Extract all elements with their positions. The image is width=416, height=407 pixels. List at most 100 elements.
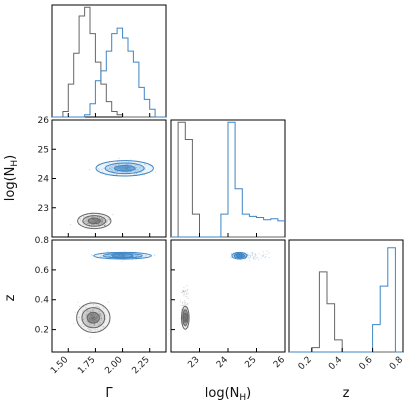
scatter-point bbox=[184, 300, 185, 301]
scatter-point bbox=[112, 214, 113, 215]
ylabel-lognh-close: ) bbox=[3, 155, 18, 160]
ylabel-z: z bbox=[3, 294, 18, 301]
ylabel-lognh-main: log(N bbox=[3, 167, 18, 202]
contour-level-3 bbox=[87, 312, 99, 323]
scatter-point bbox=[186, 285, 187, 286]
scatter-point bbox=[253, 256, 254, 257]
scatter-point bbox=[154, 254, 155, 255]
scatter-point bbox=[262, 256, 263, 257]
x-tick-label-z: 0.6 bbox=[358, 355, 375, 372]
scatter-point bbox=[240, 259, 241, 260]
scatter-point bbox=[155, 172, 156, 173]
scatter-point bbox=[183, 295, 184, 296]
x-tick-label-gamma: 2.00 bbox=[103, 355, 124, 376]
contour-level-3 bbox=[183, 314, 187, 322]
scatter-point bbox=[184, 302, 185, 303]
scatter-point bbox=[187, 303, 188, 304]
scatter-point bbox=[70, 224, 71, 225]
scatter-point bbox=[181, 305, 182, 306]
x-tick-label-z: 0.2 bbox=[297, 355, 314, 372]
contour-lines bbox=[77, 161, 247, 333]
scatter-point bbox=[269, 252, 270, 253]
scatter-point bbox=[119, 158, 120, 159]
y-tick-label-z: 0.2 bbox=[35, 326, 49, 336]
scatter-point bbox=[254, 257, 255, 258]
scatter-point bbox=[187, 289, 188, 290]
x-tick-label-gamma: 2.25 bbox=[131, 355, 152, 376]
scatter-point bbox=[182, 290, 183, 291]
scatter-point bbox=[259, 253, 260, 254]
scatter-point bbox=[231, 257, 232, 258]
scatter-point bbox=[121, 261, 122, 262]
histogram-gamma bbox=[52, 7, 166, 117]
histogram-z bbox=[289, 272, 403, 352]
scatter-point bbox=[246, 252, 247, 253]
scatter-point bbox=[124, 250, 125, 251]
x-tick-label-z: 0.8 bbox=[388, 355, 405, 372]
marginal-histograms bbox=[52, 7, 403, 352]
scatter-point bbox=[187, 290, 188, 291]
scatter-point bbox=[255, 259, 256, 260]
scatter-point bbox=[185, 291, 186, 292]
scatter-point bbox=[79, 306, 80, 307]
contour-level-3 bbox=[112, 254, 133, 258]
x-tick-label-lognh: 24 bbox=[215, 355, 230, 370]
scatter-point bbox=[92, 255, 93, 256]
xlabel-lognh-main: log(N bbox=[205, 386, 240, 401]
xlabel-gamma: Γ bbox=[105, 386, 113, 401]
y-tick-label-z: 0.8 bbox=[35, 236, 50, 246]
scatter-point bbox=[253, 258, 254, 259]
histogram-z bbox=[289, 248, 403, 352]
scatter-point bbox=[75, 312, 76, 313]
y-tick-label-z: 0.6 bbox=[35, 266, 50, 276]
scatter-point bbox=[182, 302, 183, 303]
axis-ticks: 1.50 1.75 2.00 2.25 23 24 25 26 0.2 0.4 0.6 0.82324… bbox=[35, 113, 406, 376]
y-tick-label-lognh: 24 bbox=[38, 175, 50, 185]
scatter-point bbox=[265, 256, 266, 257]
scatter-point bbox=[183, 287, 184, 288]
contour-level-3 bbox=[237, 254, 242, 258]
scatter-point bbox=[251, 252, 252, 253]
x-tick-label-lognh: 23 bbox=[186, 355, 201, 370]
scatter-point bbox=[186, 304, 187, 305]
contour-level-3 bbox=[114, 166, 135, 172]
ylabel-lognh-sub: H bbox=[10, 160, 20, 167]
x-tick-label-gamma: 1.75 bbox=[76, 355, 97, 376]
scatter-point bbox=[263, 254, 264, 255]
scatter-point bbox=[249, 255, 250, 256]
scatter-point bbox=[252, 254, 253, 255]
scatter-point bbox=[73, 323, 74, 324]
scatter-point bbox=[107, 251, 108, 252]
scatter-point bbox=[244, 259, 245, 260]
scatter-point bbox=[180, 301, 181, 302]
xlabel-lognh-sub: H bbox=[239, 393, 246, 403]
scatter-point bbox=[252, 255, 253, 256]
scatter-point bbox=[77, 302, 78, 303]
panel-lognh-z bbox=[171, 240, 285, 352]
x-tick-label-lognh: 25 bbox=[243, 355, 258, 370]
scatter-point bbox=[90, 301, 91, 302]
scatter-point bbox=[230, 257, 231, 258]
scatter-point bbox=[187, 293, 188, 294]
panel-z-hist bbox=[289, 240, 403, 352]
xlabel-lognh-close: ) bbox=[246, 386, 251, 401]
scatter-point bbox=[266, 254, 267, 255]
scatter-point bbox=[105, 175, 106, 176]
scatter-point bbox=[108, 302, 109, 303]
xlabel-z: z bbox=[343, 386, 350, 401]
y-tick-label-lognh: 23 bbox=[38, 204, 49, 214]
scatter-point bbox=[263, 251, 264, 252]
scatter-point bbox=[249, 260, 250, 261]
xlabel-lognh: log(NH) bbox=[205, 386, 251, 403]
scatter-point bbox=[258, 259, 259, 260]
scatter-point bbox=[260, 258, 261, 259]
x-tick-label-gamma: 1.50 bbox=[49, 355, 70, 376]
scatter-point bbox=[184, 304, 185, 305]
scatter-point bbox=[186, 293, 187, 294]
scatter-point bbox=[249, 258, 250, 259]
scatter-point bbox=[252, 253, 253, 254]
scatter-point bbox=[183, 293, 184, 294]
scatter-point bbox=[256, 258, 257, 259]
x-tick-label-z: 0.4 bbox=[327, 355, 344, 372]
scatter-point bbox=[181, 292, 182, 293]
